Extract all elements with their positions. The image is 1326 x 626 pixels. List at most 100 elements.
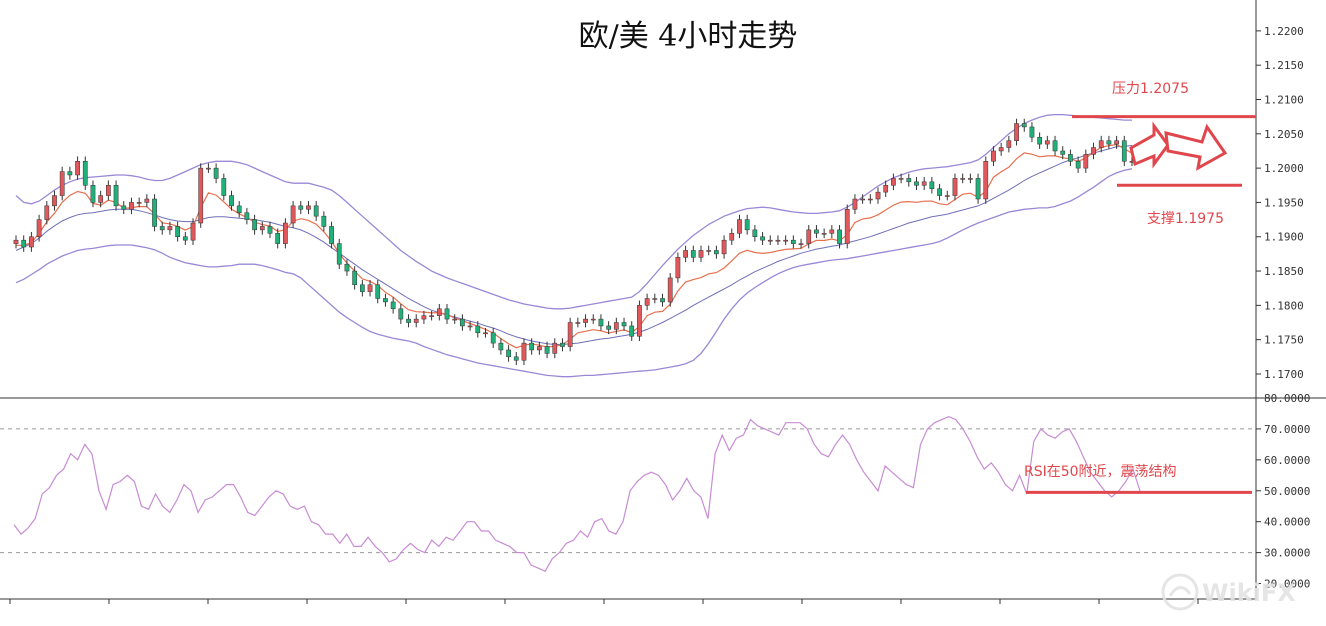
candle	[383, 293, 388, 307]
candle	[1083, 149, 1089, 173]
candle	[498, 338, 504, 355]
price-tick-label: 1.1850	[1264, 265, 1304, 278]
rsi-tick-label: 40.0000	[1264, 516, 1310, 529]
candle	[206, 163, 211, 173]
candle	[637, 300, 642, 342]
candle	[136, 197, 142, 208]
candle	[544, 341, 550, 359]
candle	[229, 190, 234, 211]
candle	[567, 317, 573, 352]
candle	[36, 214, 42, 242]
candle	[621, 317, 627, 331]
price-tick-label: 1.2000	[1264, 162, 1304, 175]
candle	[244, 207, 250, 225]
candle	[752, 225, 758, 242]
right-arrow-icon	[1164, 123, 1228, 171]
candle	[983, 156, 989, 204]
candle	[29, 231, 34, 252]
candle	[421, 310, 427, 324]
candle	[1037, 132, 1043, 149]
candle	[321, 211, 327, 232]
chart-title: 欧/美 4小时走势	[579, 19, 798, 54]
candle	[152, 194, 157, 232]
candle	[298, 201, 304, 215]
candle	[937, 183, 942, 201]
candle	[1075, 156, 1081, 173]
candle	[529, 338, 535, 355]
candle	[775, 235, 781, 245]
candle	[21, 235, 27, 252]
candle	[406, 314, 411, 328]
candle	[213, 163, 219, 184]
candle	[483, 328, 488, 338]
candle	[105, 180, 111, 201]
candle	[690, 245, 696, 263]
candle	[344, 259, 350, 276]
candle	[444, 303, 450, 324]
candle	[860, 194, 865, 204]
price-tick-label: 1.2100	[1264, 94, 1304, 107]
rsi-level-lines	[0, 428, 1256, 554]
candle	[467, 321, 473, 331]
price-tick-label: 1.1900	[1264, 231, 1304, 244]
candle	[375, 279, 381, 304]
rsi-series-line	[13, 415, 1141, 572]
resistance-label: 压力1.2075	[1112, 81, 1189, 97]
candle	[875, 187, 881, 204]
candle	[313, 201, 319, 221]
price-tick-label: 1.1800	[1264, 299, 1304, 312]
rsi-tick-label: 70.0000	[1264, 423, 1310, 436]
candle	[744, 214, 750, 235]
rsi-line	[13, 415, 1141, 572]
candle	[367, 279, 373, 297]
price-tick-label: 1.2150	[1264, 59, 1304, 72]
candle	[667, 273, 673, 307]
candle	[1098, 135, 1104, 153]
candlesticks	[13, 118, 1135, 366]
candle	[1014, 118, 1019, 146]
rsi-annotation-label: RSI在50附近，震荡结构	[1024, 464, 1177, 480]
candle	[1114, 135, 1119, 149]
time-ticks	[9, 599, 1199, 604]
candle	[837, 225, 842, 249]
candle	[413, 314, 419, 328]
candle	[236, 201, 242, 218]
candle	[798, 238, 804, 249]
candle	[844, 204, 850, 249]
price-tick-label: 1.1950	[1264, 196, 1304, 209]
candle	[129, 197, 134, 215]
support-label: 支撑1.1975	[1147, 211, 1224, 227]
candle	[821, 228, 827, 239]
candle	[144, 194, 150, 208]
candle	[275, 228, 281, 249]
bollinger-lower-band	[15, 168, 1133, 378]
candle	[1029, 122, 1035, 143]
wikifx-logo-icon: WikiFX	[1161, 573, 1296, 611]
rsi-tick-label: 50.0000	[1264, 485, 1310, 498]
candle	[259, 221, 265, 235]
candle	[67, 166, 73, 180]
candle	[960, 173, 966, 184]
price-tick-labels: 1.1700 1.1750 1.1800 1.1850 1.1900 1.1950 1.20…	[1256, 25, 1304, 381]
candle	[490, 328, 496, 348]
candle	[629, 321, 635, 342]
candle	[1121, 135, 1127, 167]
candle	[182, 231, 188, 245]
candle	[283, 218, 288, 249]
candle	[536, 341, 542, 355]
rsi-tick-label: 60.0000	[1264, 454, 1310, 467]
candle	[560, 338, 565, 352]
candle	[675, 252, 681, 283]
price-tick-label: 1.2200	[1264, 25, 1304, 38]
candle	[452, 314, 458, 324]
candle	[814, 225, 819, 239]
right-arrow-icon	[1129, 121, 1170, 169]
candle	[336, 238, 342, 269]
rsi-tick-label: 30.0000	[1264, 547, 1310, 560]
rsi-tick-label: 20.0000	[1264, 578, 1310, 591]
candle	[867, 194, 873, 204]
candle	[359, 279, 365, 297]
candle	[944, 190, 950, 201]
candle	[159, 221, 165, 235]
candle	[721, 235, 727, 259]
